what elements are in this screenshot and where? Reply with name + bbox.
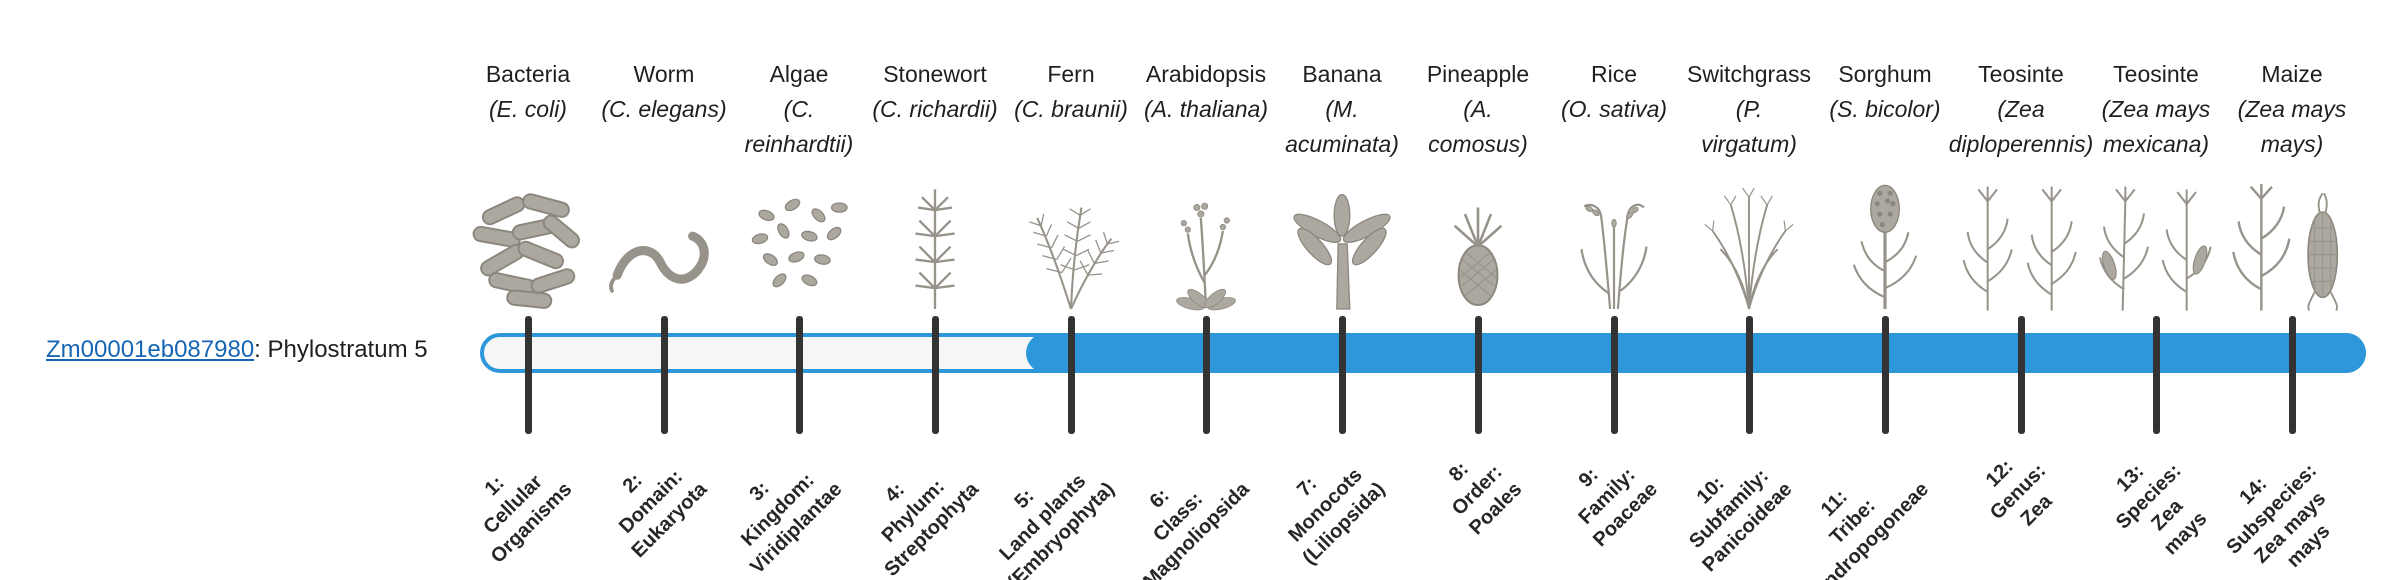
- rice-illustration: [1514, 164, 1714, 312]
- gene-label-suffix: : Phylostratum 5: [254, 336, 428, 363]
- phylostratum-label: 1: Cellular Organisms: [478, 470, 576, 568]
- organism-common-name: Sorghum: [1838, 61, 1932, 87]
- pineapple-illustration: [1378, 164, 1578, 312]
- organism-column: Arabidopsis (A. thaliana): [1106, 58, 1306, 312]
- organism-column: Worm (C. elegans): [564, 58, 764, 312]
- organism-scientific-name: (Zea diploperennis): [1948, 96, 2094, 157]
- organism-common-name: Teosinte: [2113, 61, 2199, 87]
- banana-illustration: [1242, 164, 1442, 312]
- organism-scientific-name: (Zea mays mays): [2237, 96, 2347, 157]
- organism-common-name: Teosinte: [1978, 61, 2064, 87]
- tick-mark: [2018, 316, 2025, 434]
- organism-common-name: Bacteria: [485, 61, 571, 87]
- organism-scientific-name: (M. acuminata): [1285, 96, 1399, 157]
- organism-column: Stonewort (C. richardii): [835, 58, 1035, 312]
- tick-mark: [1339, 316, 1346, 434]
- organism-column: Banana (M. acuminata): [1242, 58, 1442, 312]
- tick-mark: [1746, 316, 1753, 434]
- tick-mark: [1475, 316, 1482, 434]
- phylostratum-label: 7: Monocots (Liliopsida): [1284, 464, 1390, 570]
- teosinte-mexicana-illustration: [2056, 164, 2256, 312]
- organism-column: Pineapple (A. comosus): [1378, 58, 1578, 312]
- organism-scientific-name: (C. richardii): [872, 96, 998, 122]
- phylostratum-label: 10: Subfamily: Panicoideae: [1685, 464, 1797, 577]
- tick-mark: [2289, 316, 2296, 434]
- sorghum-illustration: [1785, 164, 1985, 312]
- phylostratum-label: 14: Subspecies: Zea mays mays: [2222, 459, 2335, 572]
- worm-illustration: [564, 164, 764, 312]
- arabidopsis-illustration: [1106, 164, 1306, 312]
- organism-scientific-name: (Zea mays mexicana): [2101, 96, 2211, 157]
- organism-column: Sorghum (S. bicolor): [1785, 58, 1985, 312]
- organism-common-name: Pineapple: [1426, 61, 1530, 87]
- organism-column: Maize (Zea mays mays): [2192, 58, 2392, 312]
- organism-column: Teosinte (Zea diploperennis): [1921, 58, 2121, 312]
- phylostratum-label: 9: Family: Poaceae: [1574, 463, 1662, 552]
- phylostratum-label: 2: Domain: Eukaryota: [615, 465, 712, 563]
- organism-column: Algae (C. reinhardtii): [699, 58, 899, 312]
- organism-scientific-name: (P. virgatum): [1701, 96, 1797, 157]
- organism-scientific-name: (S. bicolor): [1829, 96, 1941, 122]
- organism-common-name: Switchgrass: [1687, 61, 1811, 87]
- gene-link[interactable]: Zm00001eb087980: [46, 336, 255, 363]
- tick-mark: [1882, 316, 1889, 434]
- algae-illustration: [699, 164, 899, 312]
- organism-common-name: Algae: [769, 61, 829, 87]
- organism-scientific-name: (C. elegans): [601, 96, 727, 122]
- phylostratum-label: 3: Kingdom: Viridiplantae: [737, 469, 847, 579]
- maize-illustration: [2192, 164, 2392, 312]
- phylostratum-bar-filled-segment: [1026, 333, 2366, 373]
- organism-scientific-name: (O. sativa): [1560, 96, 1668, 122]
- teosinte-diploperennis-illustration: [1921, 164, 2121, 312]
- organism-common-name: Rice: [1590, 61, 1637, 87]
- phylostratum-label: 12: Genus: Zea: [1981, 455, 2057, 531]
- bacteria-illustration: [428, 164, 628, 312]
- tick-mark: [661, 316, 668, 434]
- switchgrass-illustration: [1649, 164, 1849, 312]
- organism-common-name: Maize: [2261, 61, 2323, 87]
- organism-common-name: Fern: [1047, 61, 1095, 87]
- organism-scientific-name: (C. braunii): [1014, 96, 1128, 122]
- gene-label: Zm00001eb087980: Phylostratum 5: [46, 336, 428, 364]
- phylostratum-label: 8: Order: Poales: [1444, 457, 1526, 540]
- tick-mark: [796, 316, 803, 434]
- organism-scientific-name: (C. reinhardtii): [744, 96, 854, 157]
- tick-mark: [2153, 316, 2160, 434]
- organism-common-name: Stonewort: [883, 61, 987, 87]
- tick-mark: [1611, 316, 1618, 434]
- phylostratum-label: 4: Phylum: Streptophyta: [877, 475, 983, 580]
- phylostratum-label: 11: Tribe: Andropogoneae: [1808, 478, 1933, 580]
- organism-column: Bacteria (E. coli): [428, 58, 628, 312]
- organism-column: Switchgrass (P. virgatum): [1649, 58, 1849, 312]
- tick-mark: [525, 316, 532, 434]
- organism-scientific-name: (A. comosus): [1428, 96, 1528, 157]
- stonewort-illustration: [835, 164, 1035, 312]
- tick-mark: [1203, 316, 1210, 434]
- tick-mark: [1068, 316, 1075, 434]
- phylostratum-label: 6: Class: Magnoliopsida: [1139, 478, 1254, 580]
- organism-column: Teosinte (Zea mays mexicana): [2056, 58, 2256, 312]
- organism-common-name: Banana: [1302, 61, 1382, 87]
- organism-scientific-name: (A. thaliana): [1143, 96, 1268, 122]
- organism-scientific-name: (E. coli): [489, 96, 567, 122]
- tick-mark: [932, 316, 939, 434]
- phylostratum-label: 13: Species: Zea mays: [2111, 459, 2212, 560]
- organism-column: Fern (C. braunii): [971, 58, 1171, 312]
- organism-common-name: Worm: [633, 61, 695, 87]
- organism-column: Rice (O. sativa): [1514, 58, 1714, 312]
- organism-common-name: Arabidopsis: [1145, 61, 1267, 87]
- phylostratum-label: 5: Land plants (Embryophyta): [995, 470, 1119, 580]
- fern-illustration: [971, 164, 1171, 312]
